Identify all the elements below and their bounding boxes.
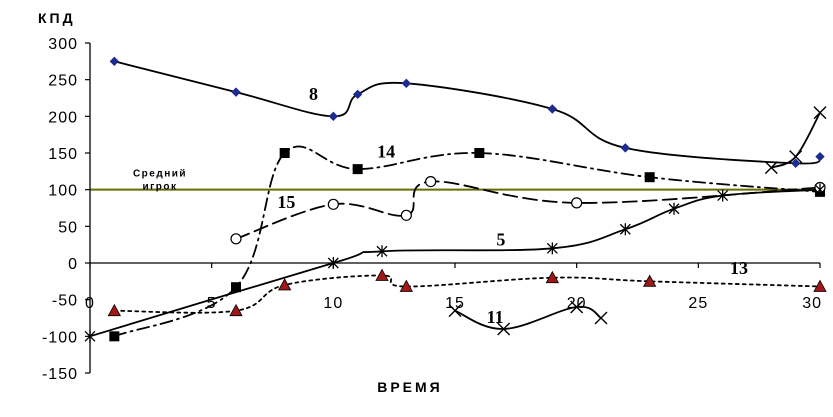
y-tick-label: -100: [42, 329, 78, 346]
series-label-13: 13: [730, 258, 748, 278]
series-13-point: [545, 270, 560, 284]
series-5-point: [717, 189, 729, 202]
series-line-14: [113, 145, 821, 338]
axes: [85, 42, 821, 374]
series-11-point: [570, 300, 584, 314]
series-unnamed-6-point: [789, 150, 803, 164]
series-5-point: [376, 245, 388, 258]
series-11-point: [448, 304, 462, 318]
series-8-point: [815, 151, 825, 162]
series-15-point: [230, 233, 242, 245]
x-tick-label: 20: [567, 295, 587, 312]
y-tick-label: 0: [68, 256, 78, 273]
series-15-point: [327, 198, 339, 210]
series-13-point: [375, 268, 389, 281]
series-13-point: [277, 278, 292, 291]
series-label-14: 14: [377, 141, 395, 161]
series-8-point: [231, 87, 241, 97]
series-5-point: [546, 242, 558, 255]
y-tick-label: 250: [48, 73, 78, 90]
y-tick-label: -150: [42, 366, 78, 383]
series-11-point: [594, 311, 608, 325]
series-8-point: [328, 111, 339, 122]
series-8-point: [547, 104, 558, 114]
series-14-point: [644, 172, 655, 183]
series-label-8: 8: [309, 84, 318, 104]
series-8-point: [401, 78, 412, 89]
series-label-15: 15: [277, 192, 295, 212]
series-14-point: [352, 164, 363, 175]
series-5-point: [619, 223, 631, 236]
y-tick-label: 50: [58, 219, 78, 236]
series-unnamed-6-point: [813, 106, 827, 120]
series-13-point: [813, 279, 827, 292]
series-14-point: [474, 148, 485, 158]
series-15-point: [400, 209, 412, 221]
series-11-point: [497, 322, 511, 336]
series-13-point: [399, 279, 414, 292]
series-5-point: [84, 330, 96, 343]
series-5-point: [327, 257, 339, 269]
x-axis-title: ВРЕМЯ: [377, 379, 443, 395]
tick-labels: 300 250 200 150 100 50 0 -50 -100 -150 0 5 10 15 20 25 3…: [42, 36, 822, 383]
series-15-point: [425, 176, 437, 188]
series-13-point: [107, 303, 122, 317]
series-label-5: 5: [496, 229, 505, 249]
series-label-11: 11: [487, 307, 504, 327]
series-8-point: [352, 89, 363, 100]
y-tick-label: 200: [48, 109, 78, 126]
y-tick-label: -50: [52, 293, 78, 310]
reference-line-label: Средний: [133, 169, 187, 180]
x-tick-label: 5: [207, 295, 217, 312]
series-unnamed-6-point: [764, 161, 778, 175]
y-axis-title: КПД: [38, 10, 76, 26]
series-labels: 8 14 15 5 13 11: [277, 84, 748, 327]
y-tick-label: 150: [48, 146, 78, 163]
markers-group: [84, 56, 827, 343]
series-line-13: [113, 274, 821, 314]
series-line-8: [113, 60, 821, 165]
y-tick-label: 100: [48, 183, 78, 200]
series-14-point: [279, 148, 290, 158]
series-5-point: [814, 183, 826, 196]
x-tick-label: 25: [688, 295, 708, 312]
x-tick-label: 0: [85, 295, 95, 312]
series-line-5: [89, 188, 821, 338]
series-14-point: [231, 282, 241, 293]
x-tick-label: 10: [323, 295, 343, 312]
reference-line-label: игрок: [142, 182, 177, 193]
x-tick-label: 30: [802, 295, 822, 312]
reference-line-group: Средний игрок: [90, 169, 820, 193]
x-tick-label: 15: [445, 295, 465, 312]
series-14-point: [109, 331, 120, 342]
y-tick-label: 300: [48, 36, 78, 53]
series-8-point: [790, 158, 801, 168]
series-13-point: [229, 303, 243, 317]
series-8-point: [109, 56, 120, 67]
series-line-11: [454, 305, 602, 330]
series-5-point: [668, 202, 680, 215]
series-13-point: [642, 274, 657, 287]
series-8-point: [620, 143, 631, 153]
series-15-point: [571, 197, 583, 209]
